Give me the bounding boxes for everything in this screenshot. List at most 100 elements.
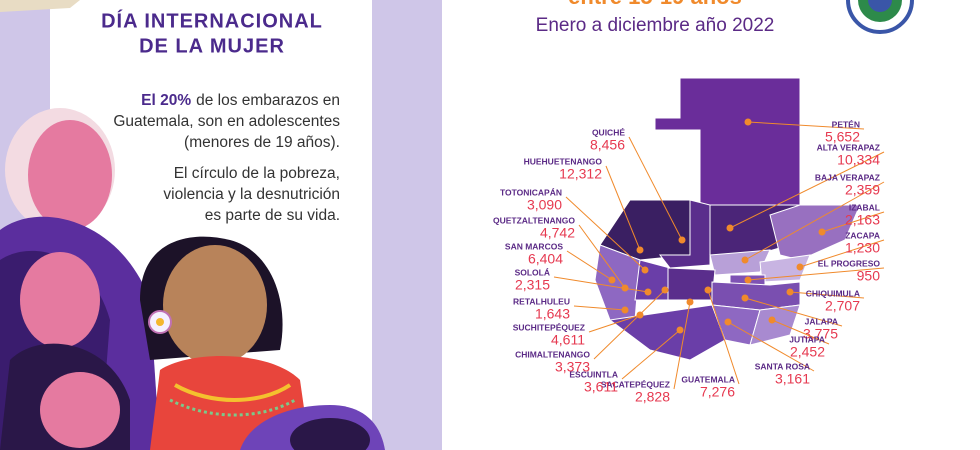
leader-line: [621, 329, 681, 380]
puzzle-notch: [442, 185, 463, 255]
department-value: 6,404: [528, 251, 563, 267]
region-chimaltenango: [667, 267, 716, 301]
marker-dot: [678, 236, 686, 244]
leader-line: [593, 289, 666, 360]
leader-line: [707, 289, 740, 385]
marker-dot: [768, 316, 776, 324]
department-value: 3,611: [584, 379, 618, 395]
marker-dot: [608, 276, 616, 284]
region-south-coast: [608, 304, 726, 361]
leader-line: [565, 196, 646, 271]
paragraph-line: violencia y la desnutrición: [163, 186, 340, 203]
leader-line: [566, 250, 613, 281]
department-value: 1,643: [535, 306, 570, 322]
department-value: 10,334: [837, 152, 880, 168]
leader-line: [673, 301, 691, 390]
marker-dot: [818, 228, 826, 236]
department-name: SACATEPÉQUEZ: [601, 379, 670, 389]
illustration: [0, 108, 385, 450]
marker-dot: [741, 294, 749, 302]
department-name: PETÉN: [832, 119, 860, 129]
department-name: TOTONICAPÁN: [500, 187, 562, 197]
title-line: DE LA MUJER: [139, 35, 285, 57]
department-name: GUATEMALA: [681, 374, 735, 384]
department-name: SANTA ROSA: [755, 361, 810, 371]
marker-dot: [661, 286, 669, 294]
marker-dot: [744, 276, 752, 284]
department-value: 2,163: [845, 212, 880, 228]
department-value: 2,828: [635, 389, 670, 405]
department-value: 4,742: [540, 225, 575, 241]
paragraph-line: Guatemala, son en adolescentes: [113, 113, 340, 130]
department-name: ALTA VERAPAZ: [817, 142, 880, 152]
department-value: 7,276: [700, 384, 735, 400]
department-name: RETALHULEU: [513, 296, 570, 306]
leader-line: [628, 136, 683, 241]
department-name: HUEHUETENANGO: [524, 156, 603, 166]
heading: entre 15-19 años: [568, 0, 742, 9]
marker-dot: [644, 288, 652, 296]
leader-line: [727, 321, 815, 372]
department-value: 2,315: [515, 277, 550, 293]
subtitle: Enero a diciembre año 2022: [536, 15, 775, 36]
leader-line: [588, 314, 641, 333]
department-value: 3,373: [555, 359, 590, 375]
region-izabal: [769, 204, 861, 261]
leader-line: [771, 319, 830, 345]
leader-line: [821, 211, 885, 233]
logo: [846, 0, 914, 34]
marker-dot: [796, 263, 804, 271]
marker-dot: [741, 256, 749, 264]
leader-line: [744, 297, 843, 327]
leader-line: [744, 181, 885, 261]
leader-line: [789, 291, 865, 299]
department-name: JUTIAPA: [789, 334, 825, 344]
department-value: 1,230: [845, 240, 880, 256]
marker-dot: [744, 118, 752, 126]
leader-line: [729, 151, 885, 229]
department-value: 950: [857, 268, 881, 284]
department-name: QUETZALTENANGO: [493, 215, 575, 225]
leader-line: [605, 165, 641, 251]
paragraph-text: de los embarazos en: [196, 92, 340, 109]
department-name: EL PROGRESO: [818, 258, 881, 268]
marker-dot: [786, 288, 794, 296]
paragraph-line: El círculo de la pobreza,: [174, 165, 340, 182]
leader-line: [747, 121, 865, 130]
department-name: QUICHÉ: [592, 127, 625, 137]
marker-dot: [621, 284, 629, 292]
department-value: 12,312: [559, 166, 602, 182]
leader-line: [553, 276, 649, 293]
department-value: 3,161: [775, 371, 810, 387]
region-baja-verapaz: [709, 249, 771, 276]
department-value: 2,359: [845, 182, 880, 198]
department-value: 3,090: [527, 197, 562, 213]
marker-dot: [676, 326, 684, 334]
department-name: BAJA VERAPAZ: [815, 172, 880, 182]
department-value: 3,775: [803, 326, 838, 342]
leader-line: [799, 239, 885, 268]
paragraph-line: es parte de su vida.: [205, 207, 340, 224]
department-value: 4,611: [551, 332, 585, 348]
marker-dot: [704, 286, 712, 294]
middle-strip: [372, 0, 442, 450]
paragraph-line: El 20% de los embarazos en: [141, 92, 340, 109]
department-value: 5,652: [825, 129, 860, 145]
marker-dot: [641, 266, 649, 274]
department-name: CHIMALTENANGO: [515, 349, 590, 359]
region-peten: [654, 77, 801, 206]
department-name: SAN MARCOS: [505, 241, 563, 251]
leader-line: [573, 305, 626, 311]
department-value: 8,456: [590, 137, 625, 153]
department-name: ZACAPA: [845, 230, 880, 240]
department-name: IZABAL: [849, 202, 880, 212]
department-name: ESCUINTLA: [569, 369, 618, 379]
department-name: JALAPA: [805, 316, 838, 326]
marker-dot: [621, 306, 629, 314]
department-name: SOLOLÁ: [515, 267, 550, 277]
department-name: SUCHITEPÉQUEZ: [513, 322, 585, 332]
marker-dot: [724, 318, 732, 326]
